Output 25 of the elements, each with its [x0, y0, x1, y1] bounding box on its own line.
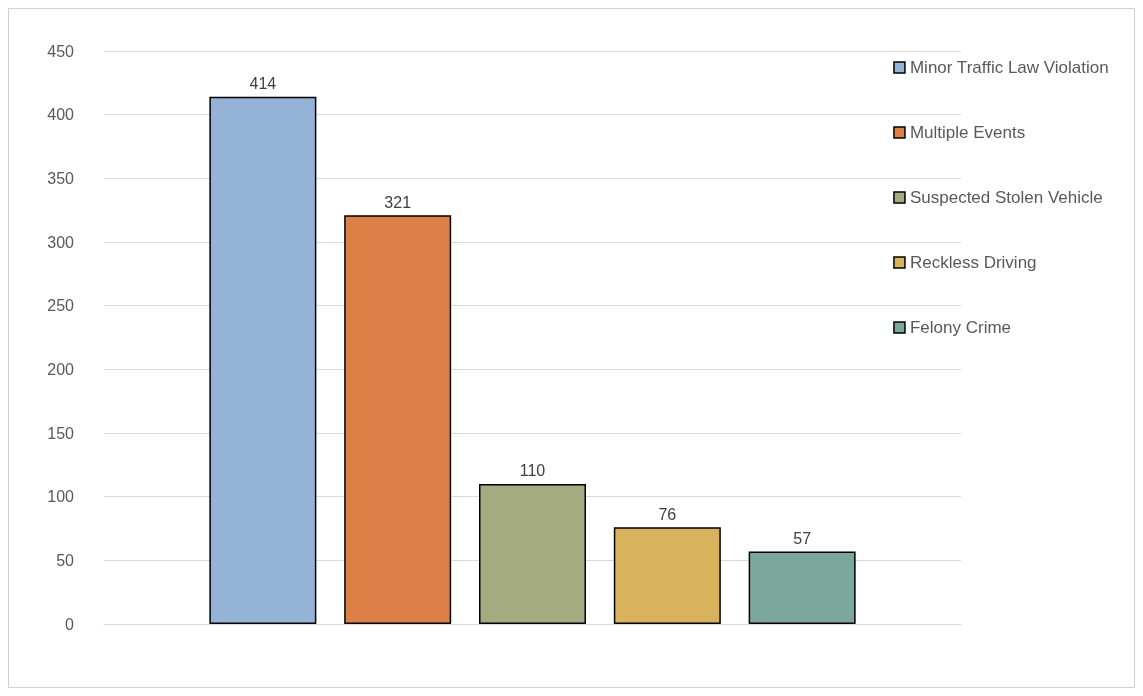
legend-label: Suspected Stolen Vehicle	[909, 188, 1103, 207]
y-tick-label: 250	[47, 297, 75, 315]
data-label: 414	[249, 75, 277, 93]
bar	[479, 483, 586, 624]
data-label: 321	[384, 193, 412, 211]
y-tick-label: 400	[47, 106, 75, 124]
legend-label: Multiple Events	[909, 123, 1026, 142]
y-tick-label: 300	[47, 233, 75, 251]
y-tick-label: 350	[47, 169, 75, 187]
y-tick-label: 50	[56, 551, 75, 569]
data-label: 110	[519, 462, 546, 480]
y-tick-label: 200	[47, 360, 75, 378]
bar	[613, 527, 721, 624]
bar	[344, 215, 452, 624]
y-tick-label: 150	[47, 424, 75, 442]
data-label: 57	[793, 529, 812, 547]
legend-label: Reckless Driving	[909, 253, 1037, 272]
bar	[209, 96, 317, 624]
y-tick-label: 100	[47, 488, 75, 506]
legend-label: Felony Crime	[909, 318, 1012, 337]
data-label: 76	[658, 505, 677, 523]
y-tick-label: 450	[47, 42, 75, 60]
legend-label: Minor Traffic Law Violation	[909, 58, 1109, 77]
y-tick-label: 0	[65, 615, 75, 633]
bar	[748, 551, 856, 624]
